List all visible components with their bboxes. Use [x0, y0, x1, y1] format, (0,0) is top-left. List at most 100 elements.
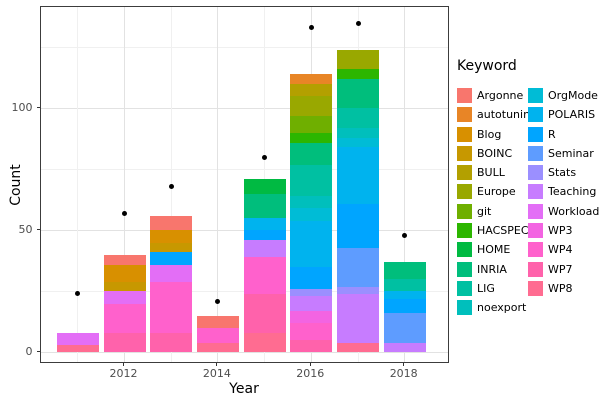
bar-segment-blog	[103, 264, 146, 282]
legend-label: WP3	[548, 224, 573, 238]
legend-label: OrgMode	[548, 89, 598, 102]
y-minor-gridline	[40, 169, 448, 170]
bar-segment-europe	[337, 49, 379, 70]
legend-swatch-bull	[457, 165, 472, 181]
legend-swatch-wp7	[528, 261, 543, 277]
bar-segment-inria	[337, 79, 379, 109]
legend-label: Stats	[548, 166, 577, 180]
legend-label: WP7	[548, 262, 573, 276]
bar-segment-wp4	[150, 281, 193, 333]
bar-segment-wp4	[290, 323, 333, 341]
legend-swatch-home	[457, 242, 472, 258]
bar-segment-r	[337, 203, 379, 248]
legend-swatch-blog	[457, 126, 472, 142]
bar-segment-noexport	[337, 127, 379, 138]
bar-segment-workload	[103, 291, 146, 304]
bar-segment-autotuning	[290, 74, 333, 85]
legend-label: autotuning	[477, 108, 538, 122]
legend-swatch-wp8	[528, 280, 543, 296]
data-point-2011	[75, 291, 81, 297]
legend-item-workload: Workload	[528, 203, 599, 219]
bar-segment-lig	[290, 164, 333, 197]
stacked-bar-2013	[150, 215, 193, 353]
bar-segment-wp7	[243, 293, 286, 333]
legend-label: BULL	[477, 166, 505, 180]
stacked-bar-2011	[56, 332, 99, 353]
x-tick-mark	[123, 363, 124, 366]
legend-label: noexport	[477, 301, 527, 315]
legend-label: POLARIS	[548, 108, 596, 122]
legend-swatch-argonne	[457, 88, 472, 103]
data-point-2015	[262, 154, 268, 160]
legend-swatch-hacspecis	[457, 223, 472, 239]
bar-segment-wp7	[103, 332, 146, 353]
plot-panel	[39, 6, 449, 363]
legend-swatch-stats	[528, 165, 543, 181]
legend-item-teaching: Teaching	[528, 184, 599, 200]
legend-item-polaris: POLARIS	[528, 107, 599, 123]
bar-segment-teaching	[243, 240, 286, 258]
bar-segment-lig	[383, 279, 426, 292]
bar-segment-wp7	[290, 340, 333, 353]
bar-segment-lig	[337, 108, 379, 128]
bar-segment-wp8	[337, 342, 379, 353]
legend-label: HACSPECIS	[477, 224, 539, 238]
data-point-2016	[308, 25, 314, 31]
x-major-gridline	[124, 7, 125, 362]
legend-swatch-europe	[457, 184, 472, 200]
bar-segment-wp4	[243, 257, 286, 294]
x-tick-label: 2016	[296, 367, 325, 380]
legend-label: INRIA	[477, 262, 507, 276]
x-tick-mark	[309, 363, 311, 366]
bar-segment-seminar	[337, 247, 379, 287]
legend-item-europe: Europe	[457, 184, 528, 200]
legend-item-stats: Stats	[528, 165, 599, 181]
legend-column-1: Argonne autotuning Blog BOINC BULL Europe git H…	[457, 88, 539, 320]
y-tick-mark	[36, 351, 40, 352]
data-point-2012	[122, 210, 127, 216]
legend-item-inria: INRIA	[457, 261, 528, 277]
data-point-2014	[215, 298, 221, 304]
legend-label: HOME	[477, 243, 511, 257]
legend-swatch-r	[528, 126, 543, 142]
bar-segment-orgmode	[290, 208, 333, 221]
bar-segment-blog	[150, 230, 193, 243]
legend-item-seminar: Seminar	[528, 145, 599, 161]
bar-segment-wp8	[56, 345, 99, 353]
legend-label: Teaching	[548, 185, 597, 199]
legend-item-wp4: WP4	[528, 242, 599, 258]
y-tick-label: 100	[11, 100, 33, 114]
legend-swatch-teaching	[528, 184, 543, 200]
legend-item-hacspecis: HACSPECIS	[457, 223, 539, 239]
legend-swatch-lig	[457, 280, 472, 296]
bar-segment-git	[290, 115, 333, 133]
bar-segment-r	[290, 267, 333, 289]
bar-segment-inria	[290, 142, 333, 165]
y-tick-mark	[36, 107, 40, 108]
legend-item-noexport: noexport	[457, 300, 528, 316]
legend-swatch-boinc	[457, 145, 472, 161]
bar-segment-home	[243, 179, 286, 194]
bar-segment-polaris	[290, 220, 333, 268]
bar-segment-teaching	[337, 293, 379, 343]
bar-segment-boinc	[103, 281, 146, 292]
legend-swatch-workload	[528, 203, 543, 219]
legend-label: LIG	[477, 281, 495, 295]
legend-label: Blog	[477, 127, 502, 141]
bar-segment-polaris	[243, 218, 286, 231]
legend-label: WP8	[548, 281, 573, 295]
legend-item-r: R	[528, 126, 599, 142]
legend-swatch-git	[457, 203, 472, 219]
y-major-gridline	[40, 108, 448, 109]
bar-segment-hacspecis	[290, 132, 333, 143]
y-tick-label: 50	[18, 222, 33, 236]
bar-segment-wp4	[103, 303, 146, 333]
legend-item-orgmode: OrgMode	[528, 88, 599, 103]
bar-segment-noexport	[290, 196, 333, 209]
x-major-gridline	[404, 7, 406, 362]
legend-swatch-noexport	[457, 300, 472, 316]
y-tick-mark	[36, 229, 40, 230]
x-major-gridline	[217, 7, 219, 362]
bar-segment-r	[243, 230, 286, 241]
bar-segment-seminar	[383, 313, 426, 343]
